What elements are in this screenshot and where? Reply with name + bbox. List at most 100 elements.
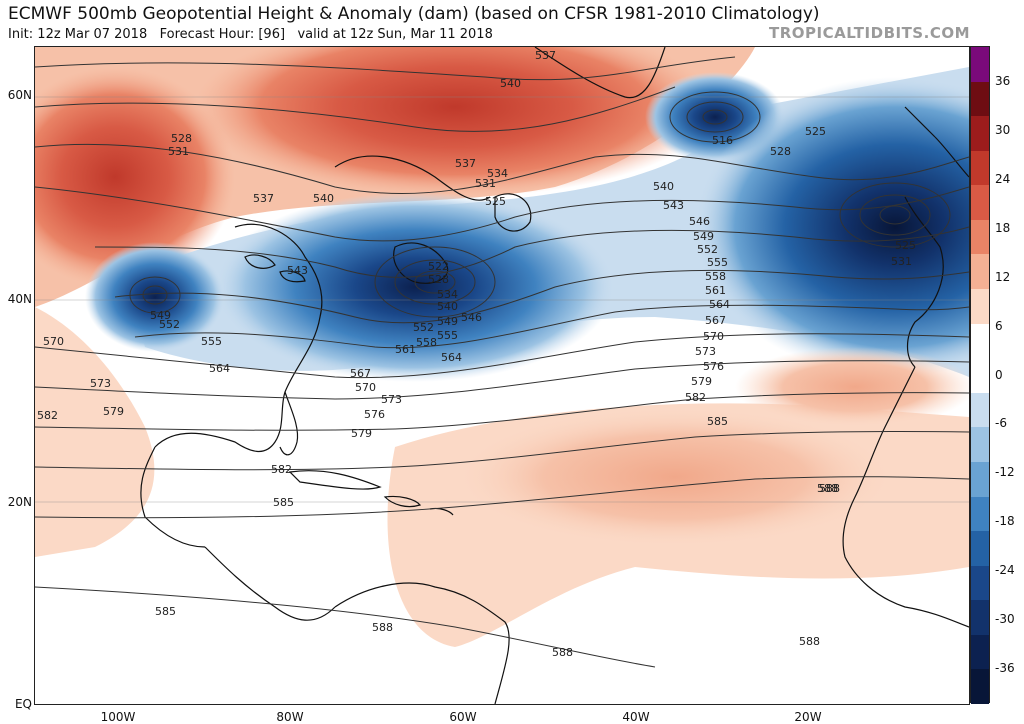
contour-label: 585 xyxy=(707,415,728,428)
lat-label-60n: 60N xyxy=(7,88,32,102)
contour-label: 573 xyxy=(695,345,716,358)
colorbar-segment xyxy=(971,47,989,83)
colorbar-tick-label: 18 xyxy=(995,220,1011,235)
lon-label-100w: 100W xyxy=(100,710,136,724)
colorbar-tick-label: -6 xyxy=(995,416,1007,431)
colorbar-segment xyxy=(971,634,989,670)
contour-label: 528 xyxy=(770,145,791,158)
contour-label: 555 xyxy=(437,329,458,342)
contour-label-group: 537 540 528 531 537 540 537 534 531 525 … xyxy=(37,49,916,659)
colorbar-segment xyxy=(971,219,989,255)
lat-label-40n: 40N xyxy=(7,292,32,306)
contour-label: 540 xyxy=(653,180,674,193)
map-subtitle: Init: 12z Mar 07 2018 Forecast Hour: [96… xyxy=(8,27,493,42)
colorbar-segment xyxy=(971,358,989,394)
contour-label: 534 xyxy=(437,288,458,301)
lat-label-20n: 20N xyxy=(7,495,32,509)
contour-label: 588 xyxy=(799,635,820,648)
colorbar-segment xyxy=(971,150,989,186)
contour-label: 570 xyxy=(43,335,64,348)
colorbar-tick-label: -36 xyxy=(995,661,1015,676)
contour-label: 528 xyxy=(428,273,449,286)
colorbar-segment xyxy=(971,116,989,152)
contour-label: 540 xyxy=(313,192,334,205)
colorbar-tick-label: 12 xyxy=(995,269,1011,284)
contour-label: 552 xyxy=(697,243,718,256)
colorbar-tick-label: -12 xyxy=(995,465,1015,480)
colorbar-tick-label: -24 xyxy=(995,563,1015,578)
colorbar-segment xyxy=(971,565,989,601)
contour-label: 564 xyxy=(709,298,730,311)
contour-label: 525 xyxy=(485,195,506,208)
contour-label: 576 xyxy=(703,360,724,373)
contour-label: 528 xyxy=(171,132,192,145)
contour-label: 540 xyxy=(437,300,458,313)
contour-label: 555 xyxy=(707,256,728,269)
contour-label: 543 xyxy=(287,264,308,277)
colorbar-tick-label: 36 xyxy=(995,73,1011,88)
contour-label: 567 xyxy=(350,367,371,380)
anomaly-colorbar xyxy=(970,46,990,705)
contour-label: 579 xyxy=(691,375,712,388)
colorbar-segment xyxy=(971,323,989,359)
forecast-hour: Forecast Hour: [96] xyxy=(159,27,286,42)
colorbar-tick-label: 30 xyxy=(995,122,1011,137)
colorbar-segment xyxy=(971,461,989,498)
contour-label: 564 xyxy=(209,362,230,375)
contour-label: 582 xyxy=(37,409,58,422)
colorbar-segment xyxy=(971,81,989,117)
contour-label: 525 xyxy=(895,239,916,252)
height-contours xyxy=(35,56,969,668)
colorbar-tick-label: 0 xyxy=(995,367,1003,382)
contour-label: 546 xyxy=(461,311,482,324)
contour-label: 537 xyxy=(535,49,556,62)
contour-label: 561 xyxy=(705,284,726,297)
contour-label: 549 xyxy=(437,315,458,328)
contour-label: 558 xyxy=(705,270,726,283)
colorbar-segment xyxy=(971,392,989,428)
colorbar-segment xyxy=(971,427,989,463)
lon-label-20w: 20W xyxy=(794,710,822,724)
contour-label: 582 xyxy=(271,463,292,476)
colorbar-tick-label: 24 xyxy=(995,171,1011,186)
contour-label: 582 xyxy=(685,391,706,404)
contour-label: 531 xyxy=(891,255,912,268)
lon-label-60w: 60W xyxy=(449,710,477,724)
contour-label: 570 xyxy=(355,381,376,394)
colorbar-segment xyxy=(971,185,989,221)
anomaly-map: 537 540 528 531 537 540 537 534 531 525 … xyxy=(34,46,970,705)
contour-label: 558 xyxy=(416,336,437,349)
coastlines xyxy=(140,47,969,704)
contour-label: 564 xyxy=(441,351,462,364)
init-time: Init: 12z Mar 07 2018 xyxy=(8,27,148,42)
contour-label: 588 xyxy=(552,646,573,659)
lon-label-80w: 80W xyxy=(276,710,304,724)
colorbar-segment xyxy=(971,289,989,325)
contour-label: 537 xyxy=(253,192,274,205)
contour-label: 546 xyxy=(689,215,710,228)
contour-label: 531 xyxy=(475,177,496,190)
contour-label: 552 xyxy=(159,318,180,331)
contour-label: 516 xyxy=(712,134,733,147)
colorbar-segment xyxy=(971,531,989,567)
contour-label: 522 xyxy=(428,260,449,273)
contour-label: 588 xyxy=(817,482,838,495)
colorbar-segment xyxy=(971,254,989,290)
colorbar-segment xyxy=(971,669,989,705)
contour-label: 585 xyxy=(155,605,176,618)
contour-label: 549 xyxy=(693,230,714,243)
colorbar-tick-label: -18 xyxy=(995,514,1015,529)
contour-label: 561 xyxy=(395,343,416,356)
contour-label: 579 xyxy=(351,427,372,440)
contour-label: 573 xyxy=(90,377,111,390)
lon-label-40w: 40W xyxy=(622,710,650,724)
colorbar-tick-label: -30 xyxy=(995,612,1015,627)
contour-label: 573 xyxy=(381,393,402,406)
graticule xyxy=(35,96,969,503)
contour-label: 570 xyxy=(703,330,724,343)
map-title: ECMWF 500mb Geopotential Height & Anomal… xyxy=(8,4,820,24)
contour-label: 537 xyxy=(455,157,476,170)
valid-time: valid at 12z Sun, Mar 11 2018 xyxy=(297,27,493,42)
contour-label: 579 xyxy=(103,405,124,418)
contour-label: 525 xyxy=(805,125,826,138)
